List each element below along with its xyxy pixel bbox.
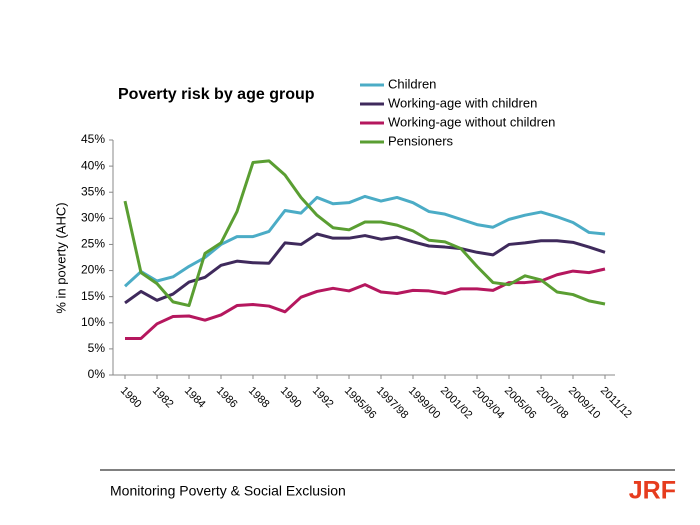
legend-label: Children bbox=[388, 76, 436, 91]
x-tick-label: 1995/96 bbox=[342, 385, 379, 422]
y-tick-label: 45% bbox=[81, 132, 105, 146]
y-tick-label: 15% bbox=[81, 289, 105, 303]
x-tick-label: 1988 bbox=[246, 385, 272, 411]
x-tick-label: 2007/08 bbox=[534, 385, 571, 422]
series-line bbox=[125, 267, 606, 340]
x-tick-label: 1986 bbox=[214, 385, 240, 411]
x-tick-label: 1997/98 bbox=[374, 385, 411, 422]
chart-title: Poverty risk by age group bbox=[118, 86, 315, 103]
logo: JRF bbox=[629, 477, 676, 505]
legend-label: Working-age without children bbox=[388, 114, 555, 129]
x-tick-label: 1984 bbox=[182, 385, 208, 411]
footer-text: Monitoring Poverty & Social Exclusion bbox=[110, 483, 346, 499]
x-tick-label: 2003/04 bbox=[470, 385, 507, 422]
y-tick-label: 40% bbox=[81, 158, 105, 172]
x-tick-label: 1992 bbox=[310, 385, 336, 411]
y-tick-label: 0% bbox=[88, 367, 106, 381]
series-line bbox=[123, 159, 606, 308]
legend-label: Pensioners bbox=[388, 133, 454, 148]
y-tick-label: 20% bbox=[81, 263, 105, 277]
x-tick-label: 2011/12 bbox=[598, 385, 634, 421]
y-tick-label: 10% bbox=[81, 315, 105, 329]
x-tick-label: 1999/00 bbox=[406, 385, 443, 422]
x-tick-label: 2001/02 bbox=[438, 385, 475, 422]
legend-label: Working-age with children bbox=[388, 95, 537, 110]
y-axis-label: % in poverty (AHC) bbox=[53, 202, 68, 313]
y-tick-label: 35% bbox=[81, 184, 105, 198]
x-tick-label: 1990 bbox=[278, 385, 304, 411]
x-tick-label: 1982 bbox=[150, 385, 176, 411]
y-tick-label: 25% bbox=[81, 237, 105, 251]
y-tick-label: 30% bbox=[81, 211, 105, 225]
series-line bbox=[124, 232, 606, 305]
x-tick-label: 1980 bbox=[118, 385, 144, 411]
y-tick-label: 5% bbox=[88, 341, 106, 355]
x-tick-label: 2009/10 bbox=[566, 385, 603, 422]
x-tick-label: 2005/06 bbox=[502, 385, 539, 422]
